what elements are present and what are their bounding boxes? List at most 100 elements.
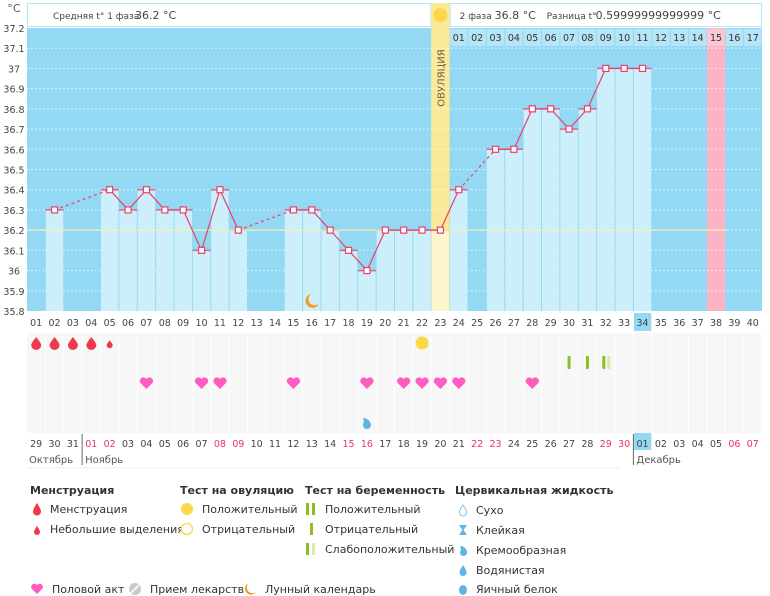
calendar-date-label: 08: [214, 439, 226, 450]
phase1-header: [27, 3, 432, 27]
post-ovulation-day-cell: [744, 29, 762, 46]
post-ovulation-day-label: 11: [637, 33, 649, 44]
calendar-date-label: 21: [453, 439, 465, 450]
y-tick-label: 36.2: [3, 226, 24, 237]
data-point: [510, 145, 518, 153]
cycle-day-label: 20: [379, 318, 391, 329]
data-point: [638, 64, 647, 73]
legend-ovtest-title: Тест на овуляцию: [180, 484, 294, 497]
data-point: [381, 226, 389, 234]
calendar-date-label: 01: [85, 439, 97, 450]
calendar-date-label: 18: [398, 439, 410, 450]
cycle-day-label: 23: [434, 318, 446, 329]
calendar-date-label: 22: [471, 439, 483, 450]
post-ovulation-day-cell: [633, 29, 652, 46]
data-point: [124, 206, 132, 214]
cycle-day-label: 37: [692, 318, 704, 329]
legend-label: Прием лекарств: [150, 582, 245, 596]
legend-intercourse: Половой акт: [30, 582, 124, 596]
cycle-day-label: 40: [747, 318, 759, 329]
cycle-day-label: 04: [85, 318, 97, 329]
post-ovulation-day-cell: [468, 29, 486, 46]
calendar-date-label: 04: [692, 439, 704, 450]
empty-circle-icon: [180, 522, 194, 536]
diff-value: 0.59999999999999 °C: [596, 9, 721, 22]
cycle-day-label: 05: [104, 318, 116, 329]
calendar-date-label: 20: [434, 439, 446, 450]
post-ovulation-day-cell: [450, 29, 468, 46]
ovulation-sun-icon: [433, 8, 448, 22]
post-ovulation-day-label: 08: [581, 33, 593, 44]
month-label: Ноябрь: [85, 455, 123, 466]
cycle-day-label: 34: [637, 318, 649, 329]
month-label: Декабрь: [636, 455, 681, 466]
calendar-date-label: 14: [324, 439, 336, 450]
calendar-date-label: 07: [747, 439, 759, 450]
pregnancy-test-negative-icon: [567, 356, 571, 369]
temperature-bar: [578, 108, 597, 311]
temperature-bar: [542, 108, 560, 311]
data-point: [308, 206, 316, 214]
water-drop-icon: [459, 565, 467, 576]
heart-icon: [213, 377, 227, 389]
phase1-value: 36.2 °C: [135, 9, 176, 22]
temperature-bar: [431, 230, 450, 311]
data-point: [400, 226, 408, 234]
cycle-day-label: 15: [287, 318, 299, 329]
temperature-bar: [229, 230, 247, 311]
cycle-day-label: 18: [343, 318, 355, 329]
heart-icon: [139, 377, 154, 389]
egg-white-icon: [459, 585, 467, 595]
post-ovulation-day-cell: [505, 29, 523, 46]
post-ovulation-day-label: 16: [728, 33, 740, 44]
temperature-bar: [633, 68, 652, 311]
post-ovulation-day-cell: [597, 29, 615, 46]
legend-label: Положительный: [202, 502, 298, 516]
post-ovulation-day-cell: [707, 29, 725, 46]
legend-label: Сухо: [476, 503, 504, 517]
legend-ovtest-positive: Положительный: [180, 502, 298, 516]
temperature-bar: [395, 230, 413, 311]
line-segment: [439, 189, 460, 231]
data-point: [455, 186, 463, 194]
calendar-date-label: 05: [159, 439, 171, 450]
today-highlight: [633, 313, 652, 331]
data-point: [216, 186, 224, 194]
cycle-day-label: 24: [453, 318, 465, 329]
y-tick-label: 36.5: [3, 166, 24, 177]
hourglass-icon: [459, 525, 467, 535]
legend-medication: Прием лекарств: [128, 582, 244, 596]
temperature-bar: [119, 209, 137, 311]
line-segment: [182, 209, 203, 251]
legend-menstruation-title: Менструация: [30, 484, 115, 497]
menstruation-drop-icon: [31, 337, 42, 350]
heart-icon: [452, 377, 466, 389]
temperature-bar: [523, 108, 541, 311]
heart-icon: [194, 377, 209, 389]
data-point: [565, 125, 573, 133]
drop-icon: [33, 503, 41, 516]
small-drop-icon: [34, 526, 40, 535]
temperature-bar: [597, 68, 615, 311]
y-tick-label: 35.8: [3, 307, 24, 318]
cycle-day-label: 21: [398, 318, 410, 329]
post-ovulation-day-label: 05: [526, 33, 538, 44]
legend-cf-eggwhite: Яичный белок: [458, 582, 558, 596]
post-ovulation-day-label: 13: [673, 33, 685, 44]
temperature-bar: [413, 230, 431, 311]
cycle-day-label: 28: [526, 318, 538, 329]
calendar-date-label: 29: [600, 439, 612, 450]
temperature-bar: [358, 270, 376, 311]
post-ovulation-day-label: 04: [508, 33, 520, 44]
calendar-date-label: 09: [232, 439, 244, 450]
data-point: [528, 105, 536, 113]
calendar-date-label: 19: [416, 439, 428, 450]
calendar-date-label: 02: [655, 439, 667, 450]
y-tick-label: 37.2: [3, 24, 24, 35]
data-point: [547, 105, 555, 113]
calendar-date-label: 23: [490, 439, 502, 450]
cycle-day-label: 25: [471, 318, 483, 329]
post-ovulation-day-label: 03: [490, 33, 502, 44]
calendar-date-label: 11: [269, 439, 281, 450]
